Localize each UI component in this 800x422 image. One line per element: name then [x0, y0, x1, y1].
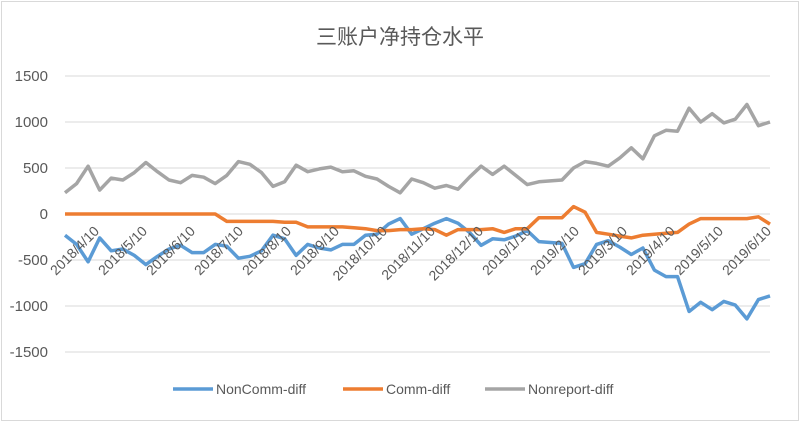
legend-label: NonComm-diff: [216, 381, 306, 397]
x-tick-label: 2018/5/10: [95, 223, 151, 279]
x-tick-label: 2018/7/10: [191, 223, 247, 279]
y-tick-label: 0: [40, 206, 48, 223]
legend-label: Nonreport-diff: [528, 381, 613, 397]
y-tick-label: -1000: [10, 298, 48, 315]
x-tick-label: 2019/6/10: [719, 223, 775, 279]
y-tick-label: -1500: [10, 344, 48, 361]
y-tick-label: 1000: [15, 114, 48, 131]
series-line-comm-diff: [65, 204, 771, 240]
legend-label: Comm-diff: [386, 381, 450, 397]
x-tick-label: 2018/8/10: [239, 223, 295, 279]
chart-title: 三账户净持仓水平: [316, 26, 484, 49]
y-tick-label: 1500: [15, 68, 48, 85]
series-line-noncomm-diff: [63, 216, 771, 321]
y-tick-label: 500: [23, 160, 48, 177]
x-tick-label: 2019/2/10: [527, 223, 583, 279]
y-tick-label: -500: [18, 252, 48, 269]
series-line-nonreport-diff: [63, 102, 771, 195]
x-tick-label: 2019/4/10: [623, 223, 679, 279]
